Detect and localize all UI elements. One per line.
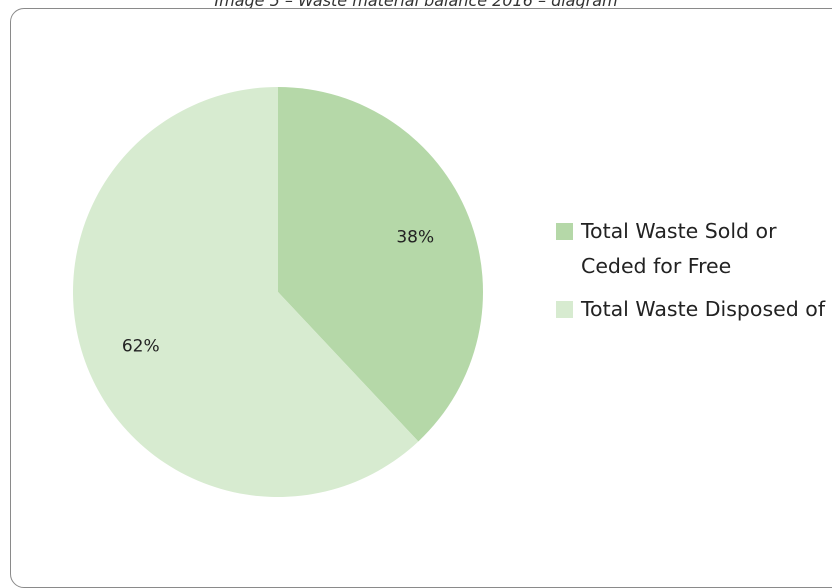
- pie-slice-labels: 38% 62%: [122, 228, 434, 357]
- chart-legend: Total Waste Sold or Ceded for Free Total…: [556, 214, 826, 335]
- legend-item: Total Waste Disposed of: [556, 292, 826, 327]
- pie-slice: [72, 87, 419, 497]
- figure-caption: Image 5 – Waste material balance 2016 – …: [214, 0, 618, 10]
- pie-chart: 38% 62%: [72, 87, 484, 497]
- slice-data-label: 62%: [122, 336, 160, 356]
- legend-item: Total Waste Sold or Ceded for Free: [556, 214, 826, 284]
- legend-label: Total Waste Disposed of: [581, 297, 826, 321]
- legend-label: Total Waste Sold or Ceded for Free: [581, 219, 777, 278]
- legend-swatch: [556, 223, 573, 240]
- pie-slices: [72, 87, 484, 497]
- legend-swatch: [556, 301, 573, 318]
- pie-slice: [278, 87, 484, 442]
- slice-data-label: 38%: [396, 228, 434, 248]
